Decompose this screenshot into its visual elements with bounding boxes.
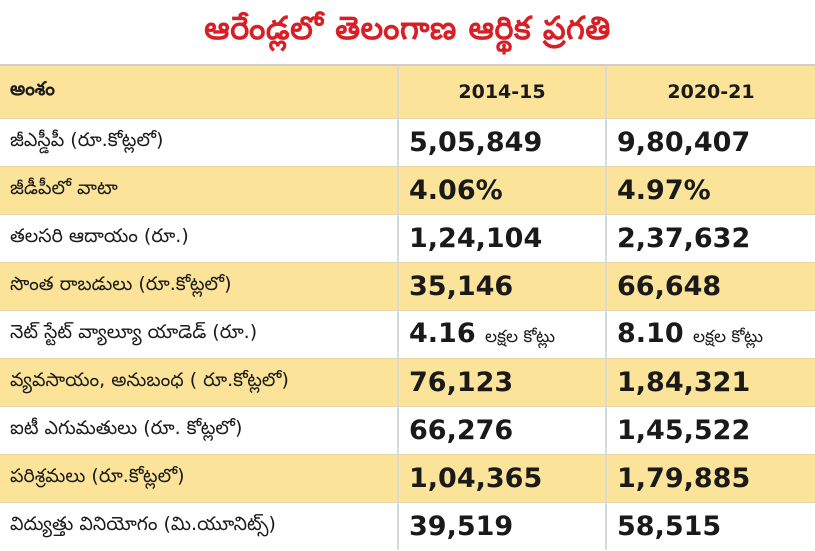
column-header-2020-21: 2020-21 <box>605 66 815 118</box>
value-2020-21: 66,648 <box>605 261 815 310</box>
value-2014-15: 39,519 <box>397 501 606 550</box>
row-label: జీడీపీలో వాటా <box>0 165 398 214</box>
table-row: ఐటీ ఎగుమతులు (రూ. కోట్లలో) 66,276 1,45,5… <box>0 405 815 454</box>
value-2014-15: 1,04,365 <box>397 453 606 502</box>
column-header-2014-15: 2014-15 <box>397 66 606 118</box>
value-2020-21: 8.10 లక్షల కోట్లు <box>605 309 815 358</box>
value-2020-21: 9,80,407 <box>605 117 815 166</box>
value-2020-21: 1,79,885 <box>605 453 815 502</box>
value-2020-21: 4.97% <box>605 165 815 214</box>
value-2014-15: 76,123 <box>397 357 606 406</box>
table-row: తలసరి ఆదాయం (రూ.) 1,24,104 2,37,632 <box>0 213 815 262</box>
value-2014-15: 4.16 లక్షల కోట్లు <box>397 309 606 358</box>
row-label: సొంత రాబడులు (రూ.కోట్లలో) <box>0 261 398 310</box>
value-unit: లక్షల కోట్లు <box>693 326 764 347</box>
row-label: పరిశ్రమలు (రూ.కోట్లలో) <box>0 453 398 502</box>
value-2020-21: 1,45,522 <box>605 405 815 454</box>
table-header-row: అంశం 2014-15 2020-21 <box>0 66 815 118</box>
table-row: నెట్ స్టేట్ వ్యాల్యూ యాడెడ్ (రూ.) 4.16 ల… <box>0 309 815 358</box>
row-label: ఐటీ ఎగుమతులు (రూ. కోట్లలో) <box>0 405 398 454</box>
table-row: జీఎస్డీపీ (రూ.కోట్లలో) 5,05,849 9,80,407 <box>0 117 815 166</box>
row-label: తలసరి ఆదాయం (రూ.) <box>0 213 398 262</box>
value-2014-15: 4.06% <box>397 165 606 214</box>
table-row: పరిశ్రమలు (రూ.కోట్లలో) 1,04,365 1,79,885 <box>0 453 815 502</box>
value-number: 8.10 <box>617 317 684 349</box>
value-unit: లక్షల కోట్లు <box>485 326 556 347</box>
table-row: జీడీపీలో వాటా 4.06% 4.97% <box>0 165 815 214</box>
stats-table: అంశం 2014-15 2020-21 జీఎస్డీపీ (రూ.కోట్ల… <box>0 66 815 550</box>
table-row: సొంత రాబడులు (రూ.కోట్లలో) 35,146 66,648 <box>0 261 815 310</box>
value-2020-21: 2,37,632 <box>605 213 815 262</box>
value-number: 4.16 <box>409 317 476 349</box>
value-2014-15: 1,24,104 <box>397 213 606 262</box>
row-label: నెట్ స్టేట్ వ్యాల్యూ యాడెడ్ (రూ.) <box>0 309 398 358</box>
value-2020-21: 1,84,321 <box>605 357 815 406</box>
row-label: వ్యవసాయం, అనుబంధ ( రూ.కోట్లలో) <box>0 357 398 406</box>
row-label: జీఎస్డీపీ (రూ.కోట్లలో) <box>0 117 398 166</box>
value-2014-15: 66,276 <box>397 405 606 454</box>
table-row: వ్యవసాయం, అనుబంధ ( రూ.కోట్లలో) 76,123 1,… <box>0 357 815 406</box>
page-title: ఆరేండ్లలో తెలంగాణ ఆర్థిక ప్రగతి <box>0 0 815 66</box>
value-2014-15: 35,146 <box>397 261 606 310</box>
row-label: విద్యుత్తు వినియోగం (మి.యూనిట్స్) <box>0 501 398 550</box>
table-row: విద్యుత్తు వినియోగం (మి.యూనిట్స్) 39,519… <box>0 501 815 550</box>
value-2014-15: 5,05,849 <box>397 117 606 166</box>
column-header-item: అంశం <box>10 78 55 101</box>
value-2020-21: 58,515 <box>605 501 815 550</box>
